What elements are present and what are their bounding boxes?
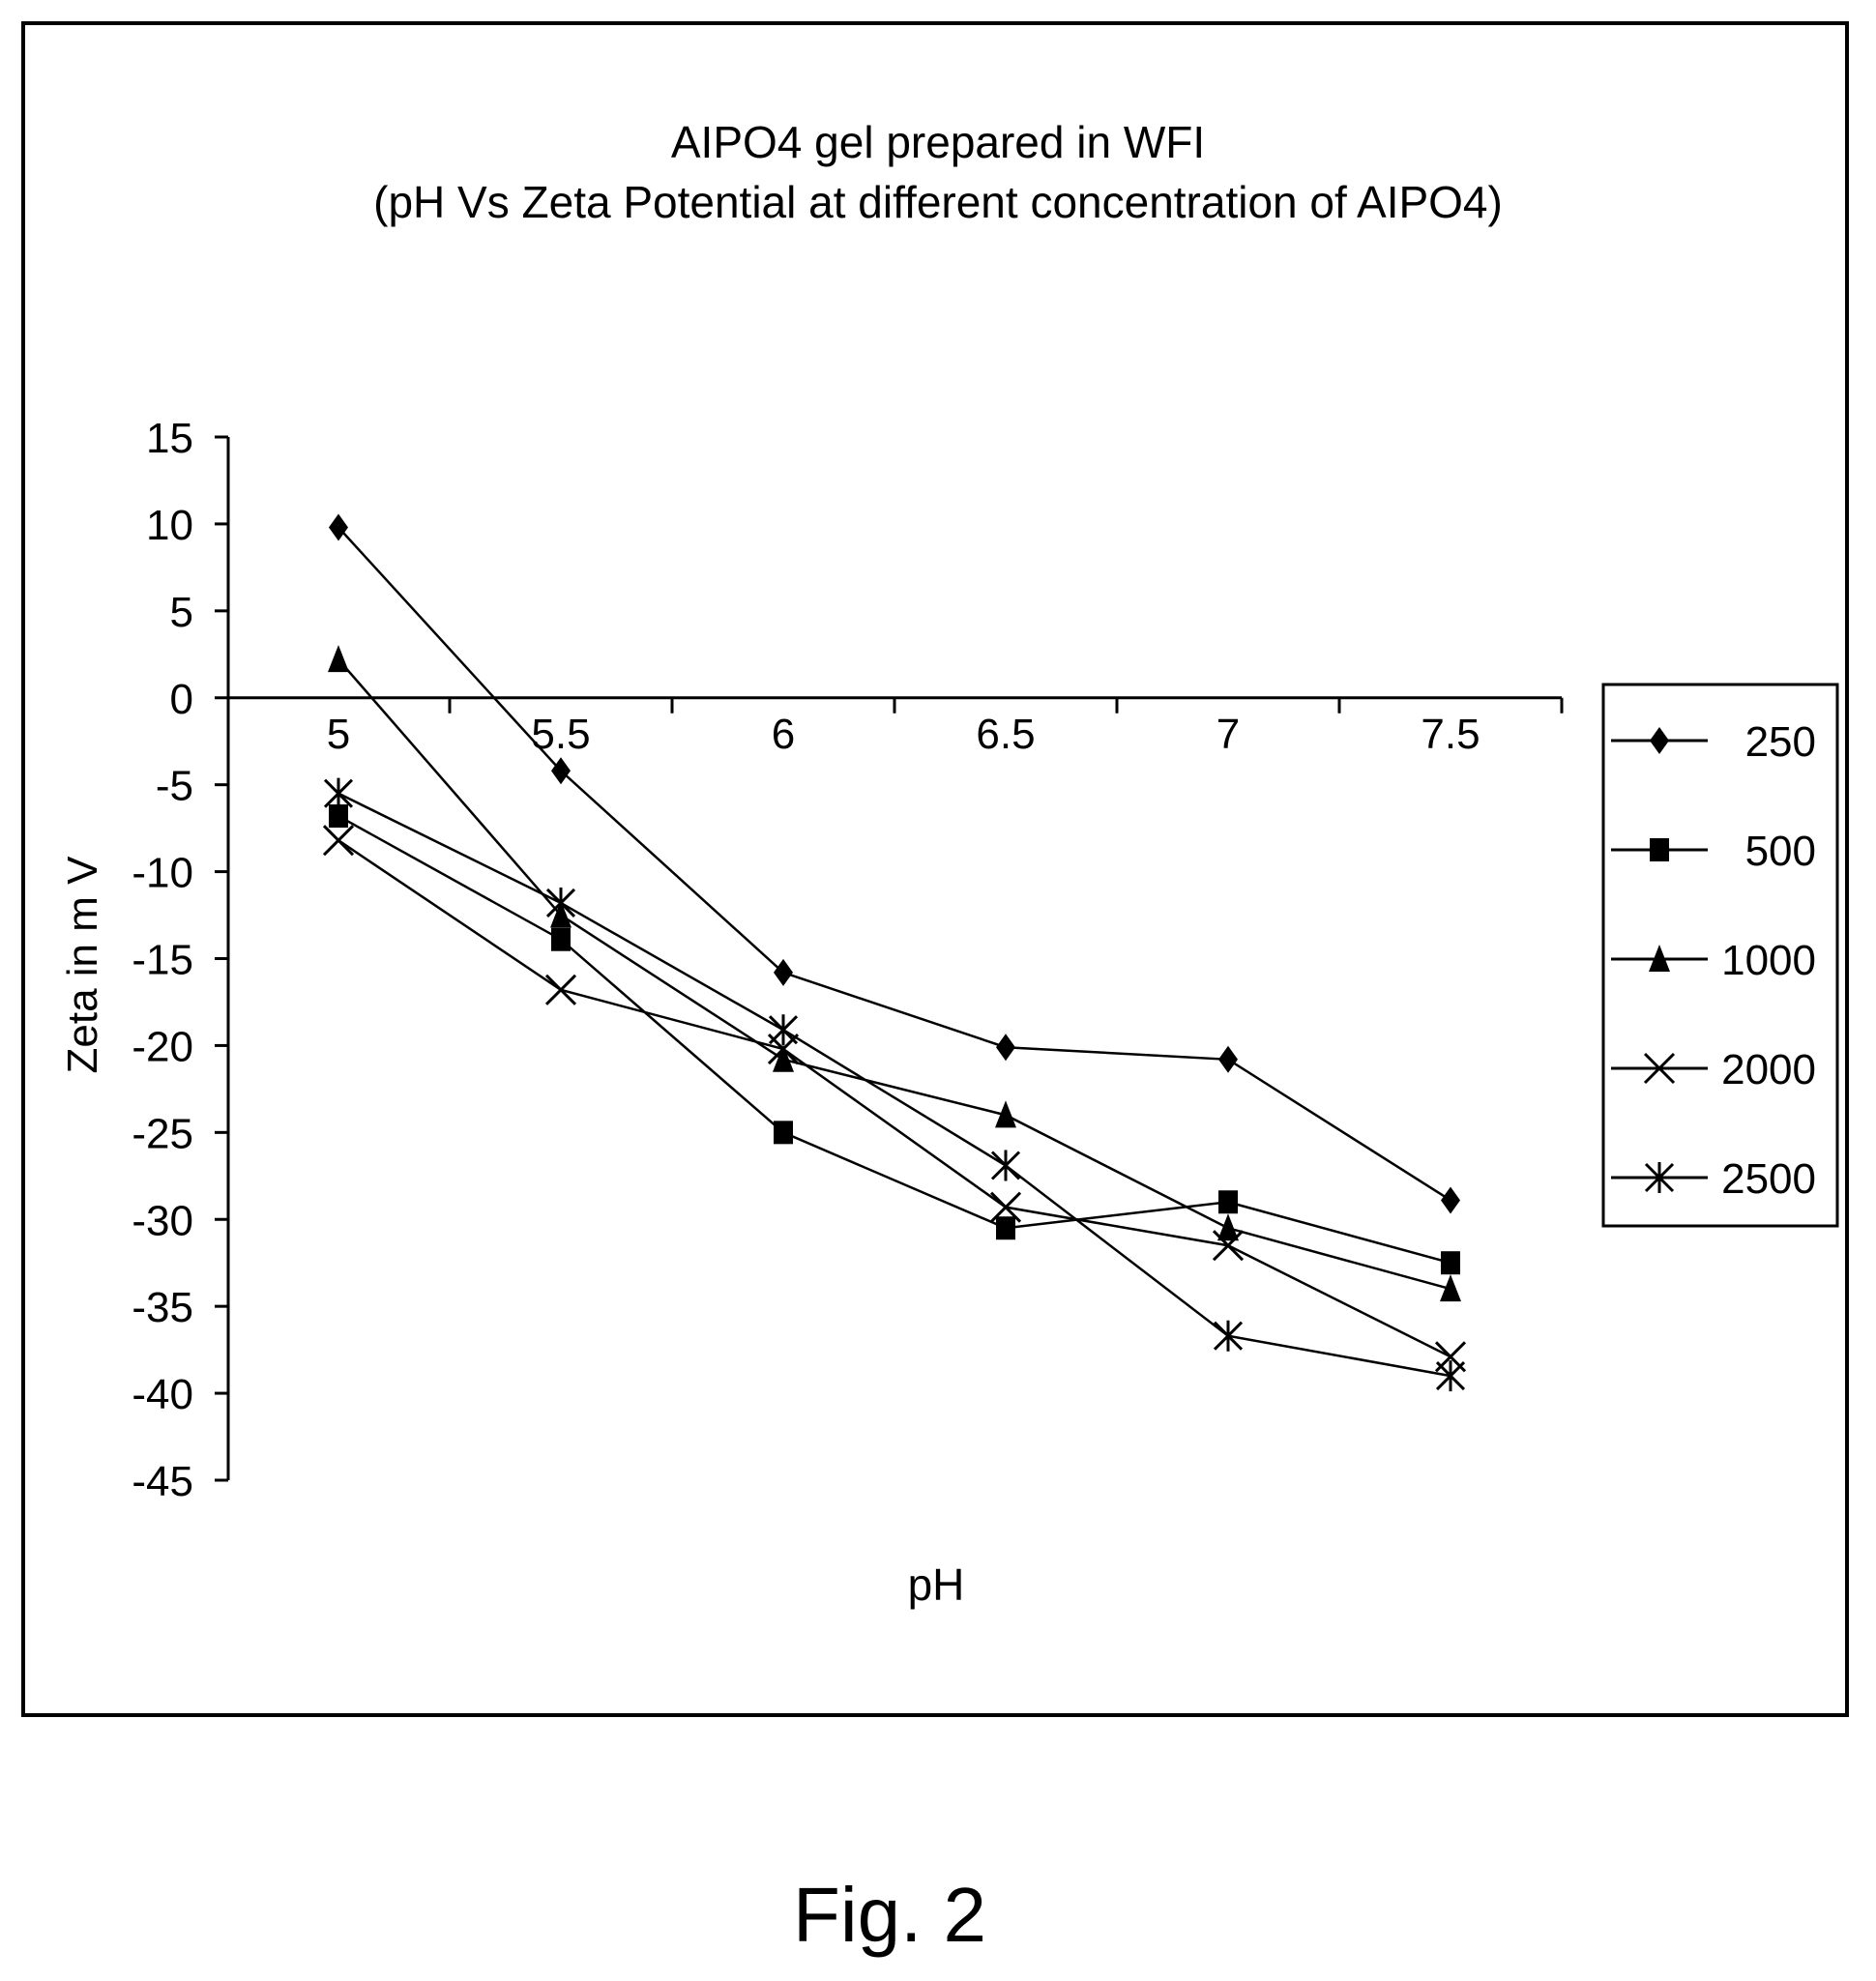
data-point-1000 — [773, 1044, 794, 1072]
data-point-2500 — [768, 1014, 799, 1046]
data-point-250 — [774, 958, 793, 986]
legend-box — [1601, 683, 1839, 1228]
x-axis-label: pH — [908, 1559, 965, 1610]
legend-marker — [1650, 727, 1669, 754]
x-tick-label: 6.5 — [976, 711, 1035, 758]
data-point-2500 — [545, 887, 576, 918]
y-tick-label: -10 — [132, 850, 193, 897]
legend-label: 500 — [1745, 828, 1816, 875]
legend-item-1000: 1000 — [1611, 937, 1816, 984]
legend-label: 2000 — [1721, 1046, 1816, 1093]
data-point-500 — [774, 1121, 793, 1145]
series-line-1000 — [337, 658, 1451, 1291]
data-point-500 — [996, 1216, 1015, 1240]
y-tick-label: -40 — [132, 1371, 193, 1418]
legend-marker — [1644, 1162, 1675, 1193]
x-tick-label: 6 — [772, 711, 795, 758]
y-tick-label: -30 — [132, 1197, 193, 1244]
legend-marker — [1649, 945, 1670, 972]
x-tick-label: 7.5 — [1421, 711, 1480, 758]
data-point-2500 — [1213, 1320, 1244, 1352]
data-point-500 — [1441, 1251, 1460, 1275]
data-point-250 — [1218, 1045, 1238, 1073]
y-tick-label: 0 — [170, 676, 193, 723]
series-line-2500 — [337, 792, 1451, 1378]
legend-label: 250 — [1745, 718, 1816, 766]
y-axis-label: Zeta in m V — [59, 856, 106, 1074]
figure-caption: Fig. 2 — [792, 1872, 987, 1958]
x-tick-label: 7 — [1216, 711, 1240, 758]
legend-item-500: 500 — [1611, 828, 1816, 875]
legend-item-250: 250 — [1611, 718, 1816, 766]
data-point-500 — [551, 927, 571, 951]
data-point-250 — [996, 1034, 1015, 1062]
series-line-500 — [337, 814, 1451, 1265]
data-point-2000 — [544, 974, 577, 1005]
chart-frame — [21, 21, 1849, 1717]
data-point-500 — [329, 804, 348, 829]
legend-marker — [1650, 838, 1669, 861]
y-tick-label: -45 — [132, 1458, 193, 1505]
data-point-2500 — [1435, 1360, 1466, 1392]
y-tick-label: -35 — [132, 1284, 193, 1331]
legend-label: 1000 — [1721, 937, 1816, 984]
y-tick-label: 10 — [146, 502, 193, 549]
data-point-500 — [1218, 1190, 1238, 1214]
data-point-1000 — [328, 645, 349, 673]
data-point-250 — [551, 757, 571, 785]
chart-title: AIPO4 gel prepared in WFI — [671, 117, 1205, 167]
data-point-2500 — [990, 1150, 1021, 1181]
legend-item-2000: 2000 — [1611, 1046, 1816, 1093]
data-point-2500 — [323, 777, 354, 809]
legend-item-2500: 2500 — [1611, 1155, 1816, 1203]
data-point-250 — [1441, 1186, 1460, 1214]
data-point-1000 — [995, 1100, 1016, 1128]
data-point-1000 — [1440, 1274, 1461, 1302]
series-line-250 — [337, 526, 1451, 1202]
data-point-2000 — [322, 825, 355, 857]
data-point-2000 — [1212, 1230, 1245, 1262]
y-tick-label: -20 — [132, 1023, 193, 1070]
y-tick-label: -15 — [132, 937, 193, 984]
data-point-2000 — [989, 1191, 1022, 1223]
series-line-2000 — [337, 839, 1451, 1358]
chart-subtitle: (pH Vs Zeta Potential at different conce… — [373, 177, 1503, 227]
x-tick-label: 5.5 — [531, 711, 590, 758]
legend-marker — [1643, 1052, 1676, 1085]
data-point-250 — [329, 513, 348, 541]
x-tick-label: 5 — [327, 711, 350, 758]
y-tick-label: -25 — [132, 1110, 193, 1157]
y-tick-label: -5 — [156, 763, 193, 810]
legend-label: 2500 — [1721, 1155, 1816, 1203]
y-tick-label: 5 — [170, 589, 193, 636]
data-point-1000 — [1217, 1213, 1239, 1241]
y-tick-label: 15 — [146, 415, 193, 462]
